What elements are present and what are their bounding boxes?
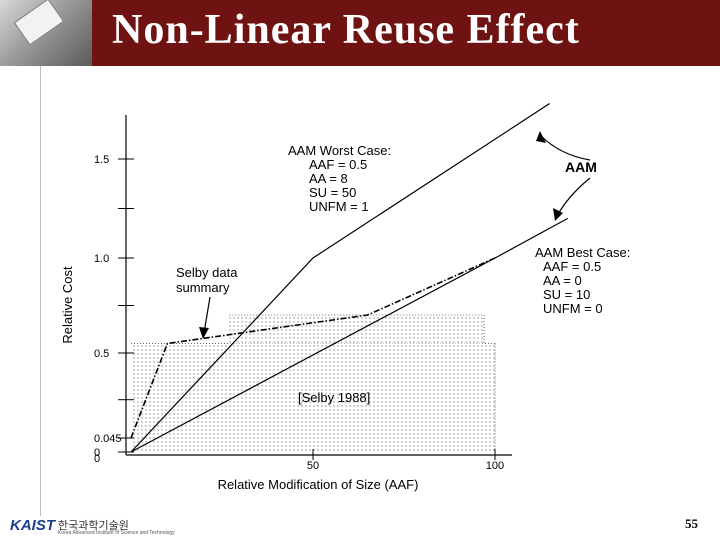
worst-case-line: UNFM = 1 (309, 199, 369, 214)
y-tick-label: 0.045 (94, 433, 122, 445)
series-line (130, 217, 569, 453)
selby-label: summary (176, 280, 230, 295)
shaded-region (131, 343, 495, 452)
worst-case-line: AA = 8 (309, 171, 348, 186)
best-case-line: UNFM = 0 (543, 301, 603, 316)
footer-org-en: Korea Advanced Institute of Science and … (58, 530, 175, 536)
slide-title: Non-Linear Reuse Effect (112, 7, 580, 53)
best-case-line: AA = 0 (543, 273, 582, 288)
selby-label: Selby data (176, 265, 238, 280)
left-rule (40, 66, 41, 516)
x-tick-label: 50 (307, 460, 319, 472)
footer-org: 한국과학기술원 (58, 520, 129, 532)
x-axis-label: Relative Modification of Size (AAF) (218, 477, 419, 492)
worst-case-annotation: AAM Worst Case: AAF = 0.5 AA = 8 SU = 50… (288, 143, 391, 214)
title-bar: Non-Linear Reuse Effect (0, 0, 720, 66)
x-zero-label: 0 (94, 453, 100, 465)
worst-case-line: SU = 50 (309, 185, 356, 200)
aam-label: AAM (565, 159, 597, 175)
aam-arrowhead-upper (536, 131, 546, 143)
shaded-region (229, 315, 485, 344)
kaist-logo: KAIST (10, 517, 55, 534)
y-tick-label: 0.5 (94, 348, 109, 360)
selby-arrowhead (199, 327, 209, 339)
y-tick-label: 1.0 (94, 253, 109, 265)
y-tick-label: 1.5 (94, 154, 109, 166)
page-number: 55 (685, 516, 698, 531)
series-line (130, 103, 550, 453)
aam-arrow-upper (539, 134, 591, 161)
selby-reference: [Selby 1988] (298, 390, 370, 405)
aam-arrow-lower (556, 177, 591, 217)
selby-arrow (203, 296, 211, 334)
series-line (130, 257, 496, 439)
x-tick-label: 100 (486, 460, 504, 472)
best-case-line: AAF = 0.5 (543, 259, 601, 274)
best-case-line: SU = 10 (543, 287, 590, 302)
best-case-annotation: AAM Best Case: AAF = 0.5 AA = 0 SU = 10 … (535, 245, 630, 316)
best-case-heading: AAM Best Case: (535, 245, 630, 260)
aam-arrowhead-lower (553, 208, 563, 221)
worst-case-line: AAF = 0.5 (309, 157, 367, 172)
worst-case-heading: AAM Worst Case: (288, 143, 391, 158)
y-axis-label: Relative Cost (60, 266, 75, 344)
y-tick-label: 0 (94, 447, 100, 459)
title-decoration (0, 0, 92, 66)
